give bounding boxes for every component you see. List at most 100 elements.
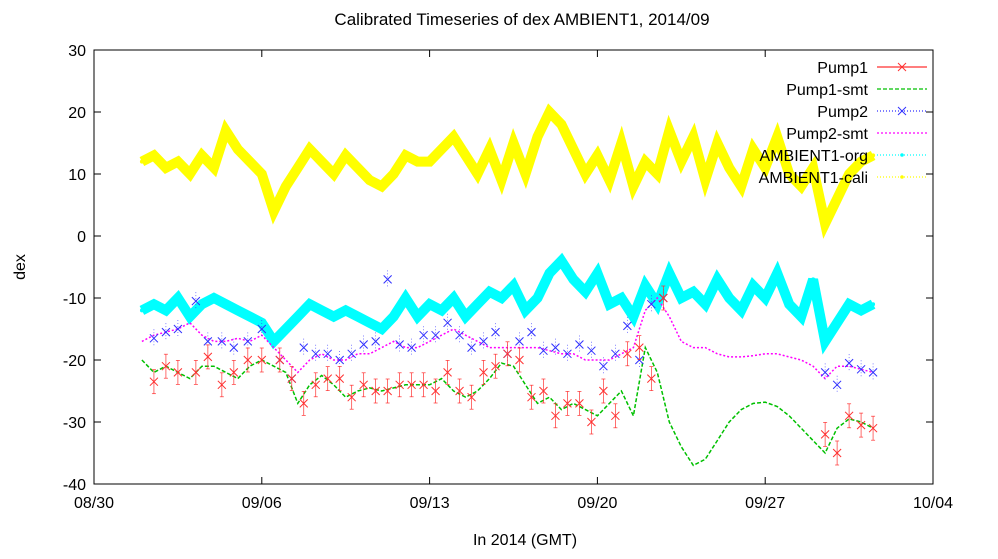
pump1-point bbox=[287, 374, 297, 383]
legend-item-ambient1-cali: AMBIENT1-cali bbox=[759, 170, 927, 187]
pump1-point bbox=[467, 392, 476, 402]
ambient1-org-point bbox=[487, 289, 492, 294]
ambient1-org-point bbox=[595, 271, 600, 276]
pump2-point bbox=[587, 346, 596, 356]
pump2-point bbox=[856, 364, 866, 374]
ambient1-cali-point bbox=[691, 134, 696, 139]
pump1-point bbox=[515, 355, 524, 365]
pump1-point bbox=[820, 430, 830, 439]
ambient1-org-point bbox=[451, 296, 456, 300]
ambient1-org-point bbox=[751, 283, 756, 288]
legend-marker bbox=[900, 153, 904, 157]
pump1-point bbox=[383, 386, 393, 396]
pump2-point bbox=[395, 340, 404, 349]
pump2-point bbox=[455, 330, 464, 340]
ambient1-cali-point bbox=[631, 184, 636, 189]
pump1-point bbox=[359, 380, 369, 390]
ambient1-cali-point bbox=[823, 221, 828, 226]
pump2-point bbox=[599, 361, 608, 371]
legend-label: Pump2 bbox=[817, 104, 868, 121]
pump1-point bbox=[539, 386, 548, 396]
pump2-point bbox=[191, 296, 201, 306]
pump2-point bbox=[407, 343, 416, 352]
ambient1-cali-point bbox=[559, 122, 564, 127]
ambient1-org-point bbox=[571, 277, 576, 282]
ambient1-cali-point bbox=[523, 172, 528, 176]
y-axis-label: dex bbox=[12, 254, 29, 280]
pump1-point bbox=[551, 411, 560, 421]
ambient1-cali-point bbox=[283, 184, 288, 189]
pump2-point bbox=[527, 327, 536, 337]
ambient1-cali-point bbox=[463, 153, 468, 158]
ambient1-org-point bbox=[235, 308, 240, 313]
ambient1-cali-point bbox=[223, 128, 228, 133]
ambient1-cali-point bbox=[679, 159, 684, 164]
legend-label: Pump1 bbox=[817, 60, 868, 77]
pump2-point bbox=[563, 349, 572, 359]
pump2-point bbox=[539, 346, 548, 356]
legend-marker bbox=[897, 106, 907, 116]
pump1-point bbox=[575, 399, 584, 408]
ambient1-cali-point bbox=[415, 159, 420, 164]
ambient1-cali-point bbox=[187, 172, 192, 176]
ambient1-cali-point bbox=[163, 165, 168, 170]
x-tick-label: 09/20 bbox=[577, 495, 617, 512]
pump2-point bbox=[575, 340, 584, 349]
ambient1-cali-point bbox=[763, 165, 768, 170]
ambient1-cali-point bbox=[403, 153, 408, 158]
ambient1-cali-point bbox=[235, 147, 240, 152]
ambient1-org-point bbox=[247, 314, 252, 319]
ambient1-org-point bbox=[331, 314, 336, 319]
pump1-point bbox=[658, 293, 668, 303]
ambient1-org-point bbox=[607, 302, 612, 307]
pump2-point bbox=[515, 337, 524, 346]
ambient1-cali-point bbox=[379, 184, 384, 189]
ambient1-cali-point bbox=[847, 172, 852, 176]
x-tick-label: 10/04 bbox=[913, 495, 953, 512]
pump2-point bbox=[634, 355, 644, 365]
pump1-point bbox=[161, 361, 171, 371]
ambient1-org-point bbox=[739, 308, 744, 313]
ambient1-org-point bbox=[691, 289, 696, 294]
ambient1-org-point bbox=[295, 314, 300, 319]
ambient1-org-point bbox=[643, 283, 648, 288]
pump1-point bbox=[407, 380, 416, 390]
pump1-point bbox=[229, 368, 239, 377]
pump1-point bbox=[587, 417, 596, 427]
ambient1-cali-point bbox=[439, 147, 444, 152]
pump2-point bbox=[844, 358, 854, 368]
ambient1-org-point bbox=[475, 302, 480, 307]
pump2-point bbox=[335, 355, 345, 365]
ambient1-cali-point bbox=[571, 147, 576, 152]
ambient1-org-point bbox=[535, 296, 540, 300]
pump2-point bbox=[347, 349, 357, 359]
ambient1-cali-point bbox=[775, 134, 780, 139]
pump1-point bbox=[868, 423, 878, 433]
pump2-point bbox=[229, 343, 239, 352]
ambient1-cali-point bbox=[619, 141, 624, 145]
pump2-point bbox=[257, 324, 267, 334]
pump2-point bbox=[217, 337, 227, 346]
legend-item-pump1-smt: Pump1-smt bbox=[786, 82, 927, 99]
y-tick-label: -40 bbox=[63, 477, 86, 494]
ambient1-cali-point bbox=[727, 165, 732, 170]
ambient1-cali-point bbox=[835, 196, 840, 201]
ambient1-cali-point bbox=[271, 209, 276, 214]
ambient1-org-point bbox=[523, 308, 528, 313]
pump1-point bbox=[563, 399, 572, 408]
ambient1-org-point bbox=[583, 289, 588, 294]
pump2-point bbox=[149, 333, 159, 343]
ambient1-org-point bbox=[379, 327, 384, 331]
legend-marker bbox=[900, 175, 904, 179]
ambient1-cali-point bbox=[307, 147, 312, 152]
ambient1-org-point bbox=[403, 296, 408, 300]
ambient1-cali-point bbox=[607, 178, 612, 183]
ambient1-cali-point bbox=[259, 172, 264, 176]
plot-layer bbox=[139, 103, 878, 467]
pump1-point bbox=[257, 355, 267, 365]
pump2-point bbox=[203, 337, 213, 346]
pump2-point bbox=[623, 321, 632, 331]
ambient1-cali-point bbox=[139, 159, 144, 164]
ambient1-org-point bbox=[847, 302, 852, 307]
pump2-point bbox=[479, 337, 488, 346]
